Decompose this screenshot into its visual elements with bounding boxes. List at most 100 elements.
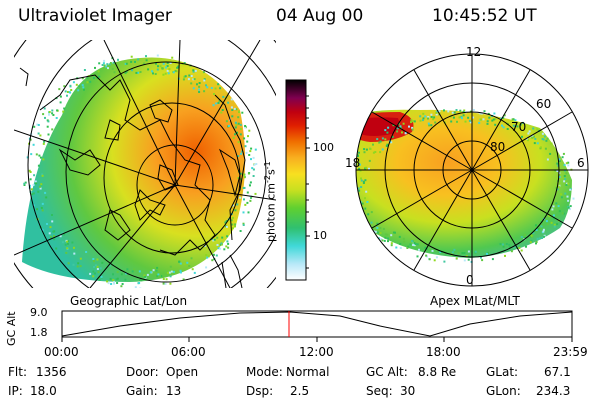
speckle-dot bbox=[556, 188, 559, 191]
altitude-ytick-top: 9.0 bbox=[30, 306, 48, 319]
apex-label: Apex MLat/MLT bbox=[430, 294, 520, 308]
speckle-dot bbox=[67, 91, 69, 93]
speckle-dot bbox=[356, 213, 357, 216]
speckle-dot bbox=[113, 282, 115, 285]
speckle-dot bbox=[221, 236, 224, 239]
speckle-dot bbox=[170, 270, 173, 273]
speckle-dot bbox=[250, 196, 252, 199]
speckle-dot bbox=[250, 158, 252, 161]
speckle-dot bbox=[196, 83, 198, 86]
speckle-dot bbox=[421, 119, 424, 122]
speckle-dot bbox=[353, 194, 355, 196]
speckle-dot bbox=[480, 112, 483, 115]
speckle-dot bbox=[412, 120, 414, 123]
speckle-dot bbox=[358, 189, 361, 192]
speckle-dot bbox=[516, 125, 519, 128]
speckle-dot bbox=[108, 264, 111, 267]
speckle-dot bbox=[63, 233, 66, 236]
speckle-dot bbox=[33, 125, 36, 128]
speckle-dot bbox=[241, 150, 244, 153]
speckle-dot bbox=[387, 237, 389, 240]
speckle-dot bbox=[379, 151, 382, 154]
speckle-dot bbox=[190, 82, 193, 85]
speckle-dot bbox=[479, 112, 482, 115]
speckle-dot bbox=[172, 71, 175, 74]
speckle-dot bbox=[358, 163, 361, 166]
speckle-dot bbox=[39, 156, 42, 159]
speckle-dot bbox=[385, 145, 388, 147]
speckle-dot bbox=[427, 116, 430, 119]
speckle-dot bbox=[44, 191, 47, 194]
speckle-dot bbox=[58, 88, 61, 91]
speckle-dot bbox=[244, 126, 247, 129]
geographic-label: Geographic Lat/Lon bbox=[70, 294, 188, 308]
speckle-dot bbox=[192, 69, 195, 72]
speckle-dot bbox=[246, 191, 249, 194]
speckle-dot bbox=[513, 245, 516, 248]
speckle-dot bbox=[411, 128, 414, 131]
speckle-dot bbox=[532, 127, 535, 130]
speckle-dot bbox=[449, 115, 452, 118]
speckle-dot bbox=[124, 62, 127, 65]
speckle-dot bbox=[541, 132, 544, 135]
speckle-dot bbox=[147, 68, 150, 71]
seq-label: Seq: bbox=[366, 384, 393, 398]
speckle-dot bbox=[44, 116, 46, 119]
speckle-dot bbox=[237, 116, 240, 119]
speckle-dot bbox=[184, 75, 187, 78]
speckle-dot bbox=[382, 227, 385, 230]
speckle-dot bbox=[413, 242, 416, 244]
speckle-dot bbox=[479, 118, 482, 121]
speckle-dot bbox=[183, 62, 186, 65]
speckle-dot bbox=[455, 109, 458, 111]
speckle-dot bbox=[563, 175, 566, 177]
speckle-dot bbox=[424, 115, 427, 118]
speckle-dot bbox=[563, 180, 566, 183]
speckle-dot bbox=[124, 278, 127, 281]
speckle-dot bbox=[164, 72, 167, 75]
speckle-dot bbox=[234, 225, 236, 228]
speckle-dot bbox=[488, 116, 491, 119]
speckle-dot bbox=[47, 120, 50, 123]
speckle-dot bbox=[192, 70, 195, 73]
speckle-dot bbox=[529, 241, 532, 244]
speckle-dot bbox=[525, 245, 527, 248]
speckle-dot bbox=[116, 271, 119, 273]
speckle-dot bbox=[491, 258, 494, 261]
speckle-dot bbox=[231, 216, 234, 219]
speckle-dot bbox=[239, 230, 242, 232]
speckle-dot bbox=[115, 278, 118, 281]
speckle-dot bbox=[212, 253, 215, 256]
speckle-dot bbox=[131, 270, 134, 273]
speckle-dot bbox=[378, 141, 381, 144]
speckle-dot bbox=[45, 196, 48, 199]
speckle-dot bbox=[538, 237, 541, 240]
speckle-dot bbox=[106, 63, 109, 66]
speckle-dot bbox=[358, 151, 360, 154]
speckle-dot bbox=[390, 244, 393, 247]
speckle-dot bbox=[376, 226, 379, 229]
speckle-dot bbox=[384, 129, 387, 132]
speckle-dot bbox=[357, 201, 360, 204]
speckle-dot bbox=[168, 271, 171, 274]
speckle-dot bbox=[93, 272, 96, 275]
speckle-dot bbox=[174, 69, 177, 72]
speckle-dot bbox=[381, 148, 384, 151]
speckle-dot bbox=[346, 181, 348, 183]
speckle-dot bbox=[98, 279, 101, 281]
speckle-dot bbox=[29, 171, 32, 173]
speckle-dot bbox=[206, 256, 209, 259]
speckle-dot bbox=[353, 212, 355, 214]
speckle-dot bbox=[494, 118, 497, 121]
speckle-dot bbox=[362, 182, 365, 184]
speckle-dot bbox=[358, 217, 361, 220]
speckle-dot bbox=[379, 227, 382, 230]
speckle-dot bbox=[103, 64, 106, 67]
speckle-dot bbox=[252, 156, 255, 159]
speckle-dot bbox=[76, 265, 79, 268]
speckle-dot bbox=[85, 251, 88, 253]
speckle-dot bbox=[24, 181, 27, 184]
speckle-dot bbox=[30, 188, 33, 191]
speckle-dot bbox=[530, 239, 533, 242]
